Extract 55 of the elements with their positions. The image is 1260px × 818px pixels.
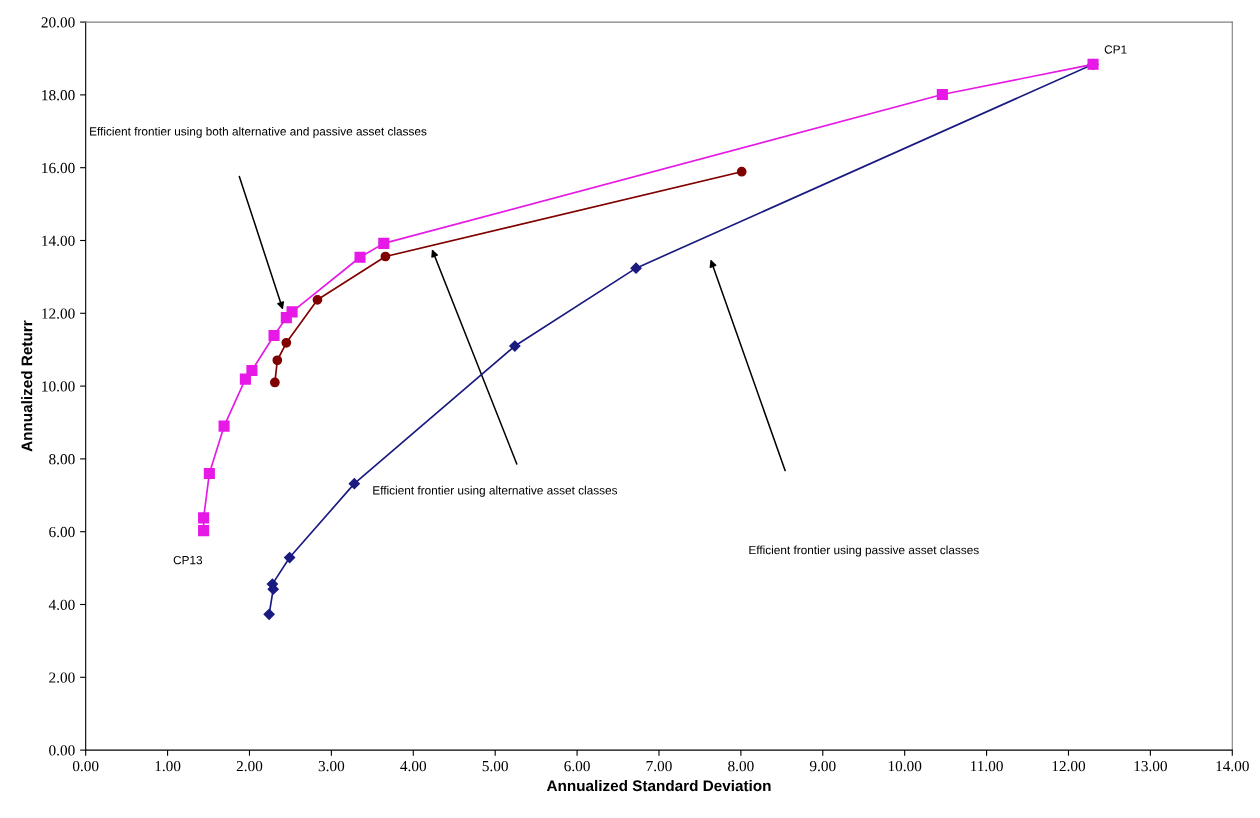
x-tick-label: 14.00 [1216,760,1249,772]
x-tick-label: 2.00 [236,760,263,772]
point [203,467,215,480]
point [268,329,280,342]
point [284,551,296,564]
y-tick-label: 18.00 [42,90,75,101]
point [270,377,280,388]
x-tick-label: 11.00 [971,760,1003,772]
y-tick-label: 12.00 [42,308,75,319]
y-tick-label: 14.00 [42,235,75,247]
point [272,355,283,366]
point [348,478,360,490]
annotation: Efficient frontier using alternative asset classes [373,485,618,497]
annotation: CP1 [1104,45,1127,54]
point [736,166,747,177]
x-tick-label: 3.00 [318,760,345,772]
x-tick-label: 1.00 [155,760,181,772]
point [630,262,642,274]
y-tick-label: 6.00 [49,526,75,538]
x-axis-title: Annualized Standard Deviation [546,779,771,792]
point [198,512,210,524]
x-tick-label: 6.00 [564,760,590,772]
point [378,237,390,249]
point [936,88,948,101]
point [218,420,230,432]
x-tick-label: 8.00 [728,760,754,772]
y-tick-label: 2.00 [49,672,75,683]
annotation: Efficient frontier using both alternative and passive asset classes [90,126,427,138]
y-tick-label: 20.00 [41,17,75,28]
y-axis-title: Annualized Returr [21,320,33,452]
x-tick-label: 13.00 [1134,760,1167,772]
point [354,251,366,263]
x-tick-label: 12.00 [1052,760,1086,772]
y-tick-label: 16.00 [42,162,75,174]
point [380,251,391,262]
y-tick-label: 10.00 [42,381,75,392]
point [246,364,258,376]
point [312,294,323,305]
x-tick-label: 5.00 [482,760,508,772]
point [239,373,251,385]
point [509,340,521,352]
annotation: CP13 [173,555,203,565]
point [263,608,275,620]
x-tick-label: 0.00 [72,760,99,772]
point [281,337,292,348]
x-tick-label: 9.00 [809,760,836,772]
x-tick-label: 7.00 [646,760,672,772]
x-tick-label: 4.00 [400,760,427,772]
y-tick-label: 8.00 [49,454,75,465]
y-tick-label: 4.00 [48,599,75,611]
point [198,525,210,537]
annotation: Efficient frontier using passive asset classes [749,545,979,557]
x-tick-label: 10.00 [888,760,922,772]
y-tick-label: 0.00 [49,745,75,756]
point [280,312,292,324]
